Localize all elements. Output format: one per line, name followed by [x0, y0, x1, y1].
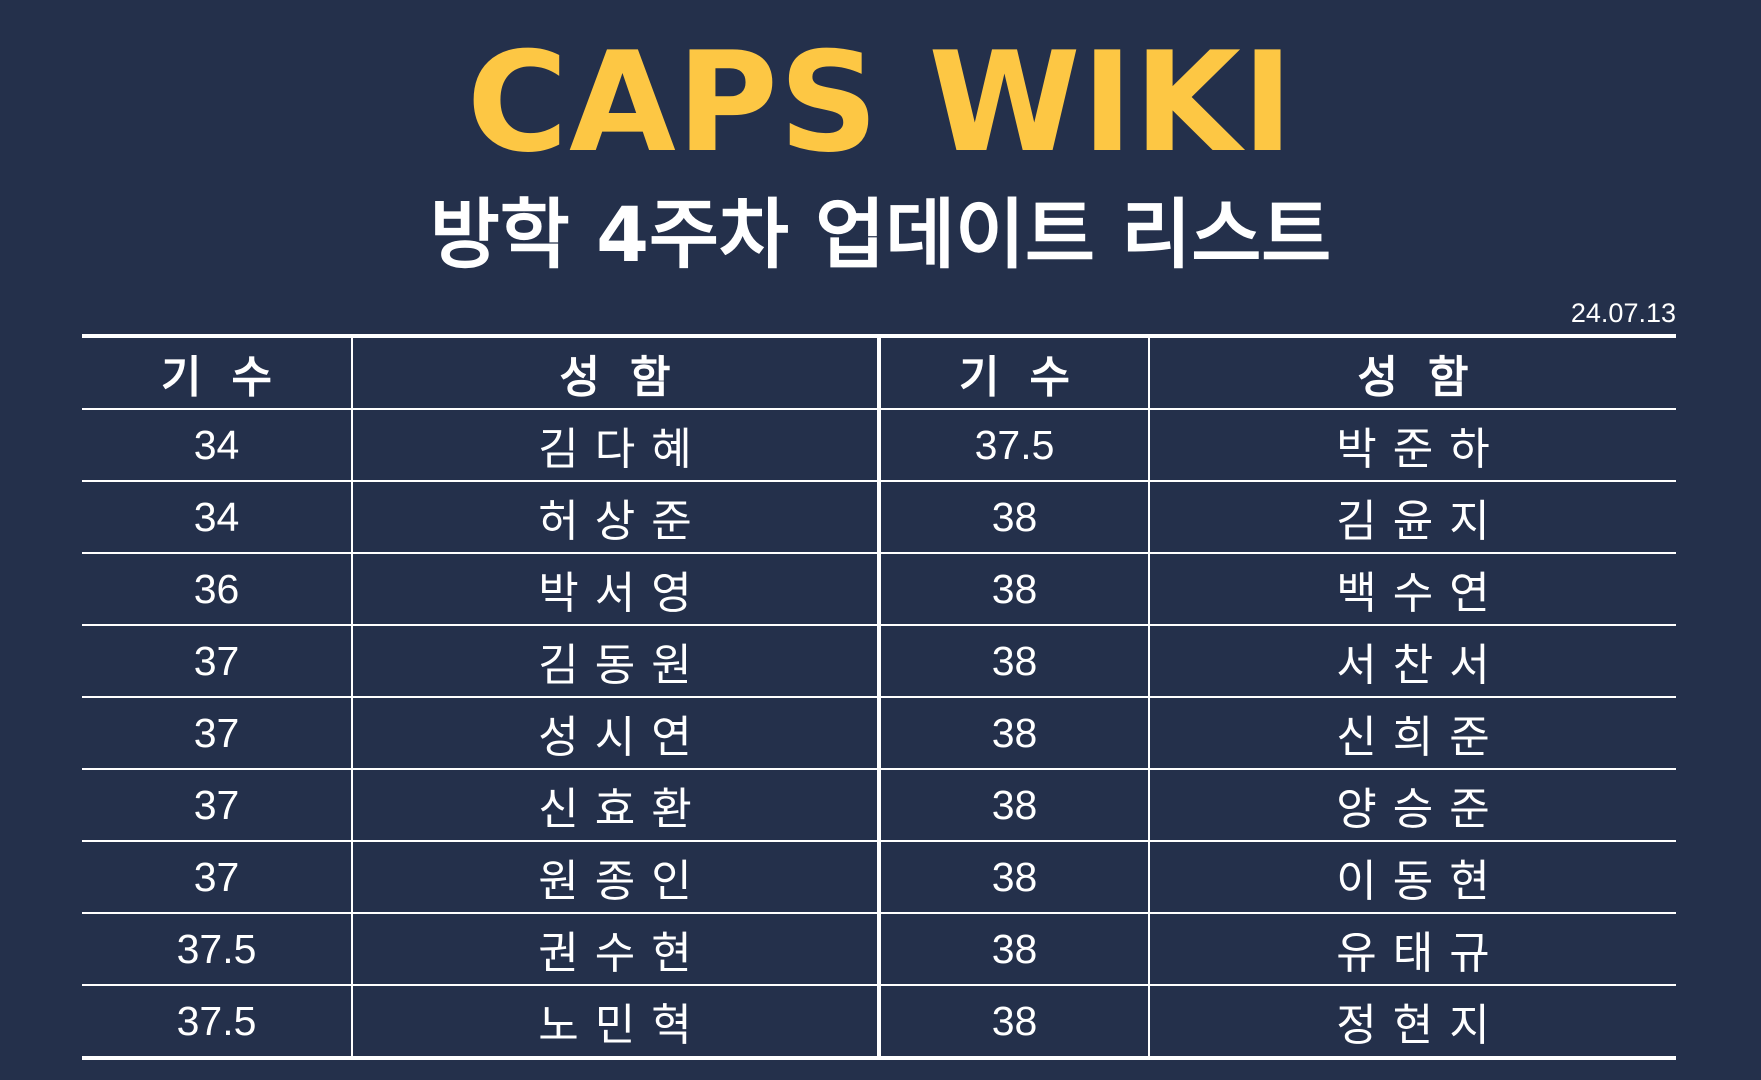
name-cell: 노민혁 [351, 985, 881, 1058]
table-row: 34 허상준 38 김윤지 [82, 481, 1676, 554]
generation-cell: 36 [82, 553, 352, 626]
generation-cell: 37.5 [176, 997, 257, 1044]
name-cell: 원종인 [351, 841, 881, 914]
generation-cell: 37 [82, 841, 352, 914]
generation-cell: 38 [878, 553, 1149, 626]
name-cell: 박서영 [351, 553, 881, 626]
generation-cell: 34 [82, 409, 352, 482]
generation-cell: 37.5 [82, 913, 352, 986]
generation-cell: 34 [82, 481, 352, 554]
name-cell: 유태규 [1148, 913, 1676, 986]
name-cell: 정현지 [1148, 985, 1676, 1058]
name-cell: 신희준 [1148, 697, 1676, 770]
member-table: 기수 성함 기수 성함 34 김다혜 37.5 박준하 34 허상준 38 김윤… [82, 334, 1676, 1060]
generation-cell: 38 [878, 841, 1149, 914]
name-cell: 백수연 [1148, 553, 1676, 626]
table-row: 37 성시연 38 신희준 [82, 697, 1676, 770]
table-row: 36 박서영 38 백수연 [82, 553, 1676, 626]
name-cell: 김윤지 [1148, 481, 1676, 554]
name-cell: 권수현 [351, 913, 881, 986]
name-cell: 김다혜 [351, 409, 881, 482]
generation-cell: 38 [878, 625, 1149, 698]
table-row: 37.5 노민혁 38 정현지 [82, 985, 1676, 1058]
page-title: CAPS WIKI [466, 22, 1295, 183]
table-row: 34 김다혜 37.5 박준하 [82, 409, 1676, 482]
generation-cell: 38 [878, 769, 1149, 842]
name-cell: 서찬서 [1148, 625, 1676, 698]
name-cell: 허상준 [351, 481, 881, 554]
generation-cell: 37.5 [878, 409, 1149, 482]
name-cell: 김동원 [351, 625, 881, 698]
generation-cell: 38 [878, 697, 1149, 770]
page-subtitle: 방학 4주차 업데이트 리스트 [429, 190, 1332, 279]
header-generation-left: 기수 [82, 336, 352, 410]
header-name-left: 성함 [351, 336, 881, 410]
name-cell: 박준하 [1148, 409, 1676, 482]
member-table-container: 기수 성함 기수 성함 34 김다혜 37.5 박준하 34 허상준 38 김윤… [82, 334, 1676, 1060]
generation-cell: 37 [82, 697, 352, 770]
table-row: 37 원종인 38 이동현 [82, 841, 1676, 914]
table-row: 37 김동원 38 서찬서 [82, 625, 1676, 698]
table-header-row: 기수 성함 기수 성함 [82, 336, 1676, 410]
table-row: 37.5 권수현 38 유태규 [82, 913, 1676, 986]
header-generation-right: 기수 [878, 336, 1149, 410]
name-cell: 성시연 [351, 697, 881, 770]
generation-cell: 38 [878, 985, 1149, 1058]
table-row: 37 신효환 38 양승준 [82, 769, 1676, 842]
generation-cell: 37 [82, 769, 352, 842]
name-cell: 양승준 [1148, 769, 1676, 842]
name-cell: 이동현 [1148, 841, 1676, 914]
header-name-right: 성함 [1148, 336, 1676, 410]
update-date: 24.07.13 [1570, 298, 1676, 328]
generation-cell: 37 [82, 625, 352, 698]
name-cell: 신효환 [351, 769, 881, 842]
generation-cell: 38 [878, 913, 1149, 986]
generation-cell: 38 [878, 481, 1149, 554]
